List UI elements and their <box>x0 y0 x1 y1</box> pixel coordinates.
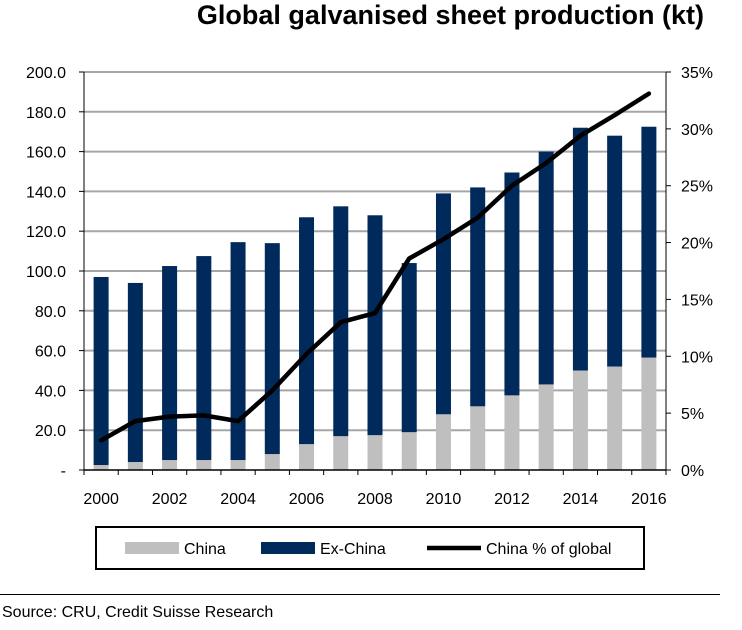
y-tick-label: 180.0 <box>26 105 66 122</box>
legend: China Ex-China China % of global <box>95 526 645 570</box>
x-tick-label: 2008 <box>357 491 393 508</box>
y2-tick-label: 15% <box>681 292 713 309</box>
percent-line-layer <box>98 91 652 443</box>
bar-ex-china <box>367 215 383 436</box>
y-tick-label: 20.0 <box>35 423 66 440</box>
bar-ex-china <box>538 151 554 385</box>
y-tick-label: - <box>61 463 66 480</box>
y-tick-label: 40.0 <box>35 383 66 400</box>
chart: - 20.0 40.0 60.0 80.0 100.0 120.0 140.0 160.0 180… <box>26 65 713 570</box>
x-tick-label: 2014 <box>563 491 599 508</box>
bar-ex-china <box>264 243 280 455</box>
bar-ex-china <box>230 242 246 461</box>
x-tick-label: 2016 <box>631 491 667 508</box>
chart-title: Global galvanised sheet production (kt) <box>196 0 704 30</box>
y-tick-label: 200.0 <box>26 65 66 82</box>
bar-china <box>93 465 109 470</box>
bar-china <box>162 460 178 470</box>
bar-ex-china <box>93 276 109 466</box>
bar-ex-china <box>401 263 417 433</box>
bars <box>93 126 657 470</box>
legend-label: China <box>184 541 226 558</box>
y2-tick-label: 5% <box>681 406 704 423</box>
bar-china <box>504 395 520 470</box>
y2-tick-label: 35% <box>681 65 713 82</box>
bar-china <box>127 462 143 470</box>
bar-ex-china <box>607 135 623 367</box>
x-tick-label: 2000 <box>83 491 119 508</box>
y-tick-label: 60.0 <box>35 344 66 361</box>
bar-china <box>367 435 383 470</box>
bar-china <box>401 432 417 470</box>
footer-divider <box>0 594 720 595</box>
bar-ex-china <box>299 217 315 445</box>
bar-ex-china <box>435 193 451 415</box>
bar-ex-china <box>504 172 520 396</box>
bar-ex-china <box>641 126 657 358</box>
y-tick-label: 80.0 <box>35 304 66 321</box>
bar-china <box>299 444 315 470</box>
bar-china <box>572 370 588 470</box>
bar-ex-china <box>162 266 178 461</box>
china-percent-line <box>98 91 652 443</box>
legend-label: Ex-China <box>320 541 386 558</box>
legend-box <box>95 526 645 570</box>
bar-china <box>230 460 246 470</box>
bar-china <box>435 414 451 470</box>
bar-china <box>470 406 486 470</box>
bar-ex-china <box>196 256 212 461</box>
bar-china <box>196 460 212 470</box>
bar-ex-china <box>572 127 588 371</box>
x-tick-label: 2012 <box>494 491 530 508</box>
legend-label: China % of global <box>486 541 611 558</box>
bar-ex-china <box>470 187 486 407</box>
x-tick-label: 2006 <box>289 491 325 508</box>
y2-tick-label: 10% <box>681 349 713 366</box>
legend-swatch <box>261 542 315 554</box>
y-tick-label: 100.0 <box>26 264 66 281</box>
bar-china <box>538 384 554 470</box>
y2-tick-label: 25% <box>681 179 713 196</box>
y2-tick-label: 20% <box>681 236 713 253</box>
y-tick-label: 140.0 <box>26 184 66 201</box>
x-tick-label: 2004 <box>220 491 256 508</box>
legend-swatch <box>125 542 179 554</box>
y-tick-label: 120.0 <box>26 224 66 241</box>
y-tick-label: 160.0 <box>26 145 66 162</box>
bar-china <box>641 357 657 470</box>
bar-china <box>607 366 623 470</box>
x-tick-label: 2010 <box>426 491 462 508</box>
y2-tick-label: 0% <box>681 463 704 480</box>
x-tick-label: 2002 <box>152 491 188 508</box>
y2-tick-label: 30% <box>681 122 713 139</box>
bar-china <box>333 436 349 470</box>
bar-ex-china <box>127 282 143 463</box>
source-note: Source: CRU, Credit Suisse Research <box>2 604 274 621</box>
axes: - 20.0 40.0 60.0 80.0 100.0 120.0 140.0 160.0 180… <box>26 65 713 508</box>
bar-china <box>264 454 280 470</box>
